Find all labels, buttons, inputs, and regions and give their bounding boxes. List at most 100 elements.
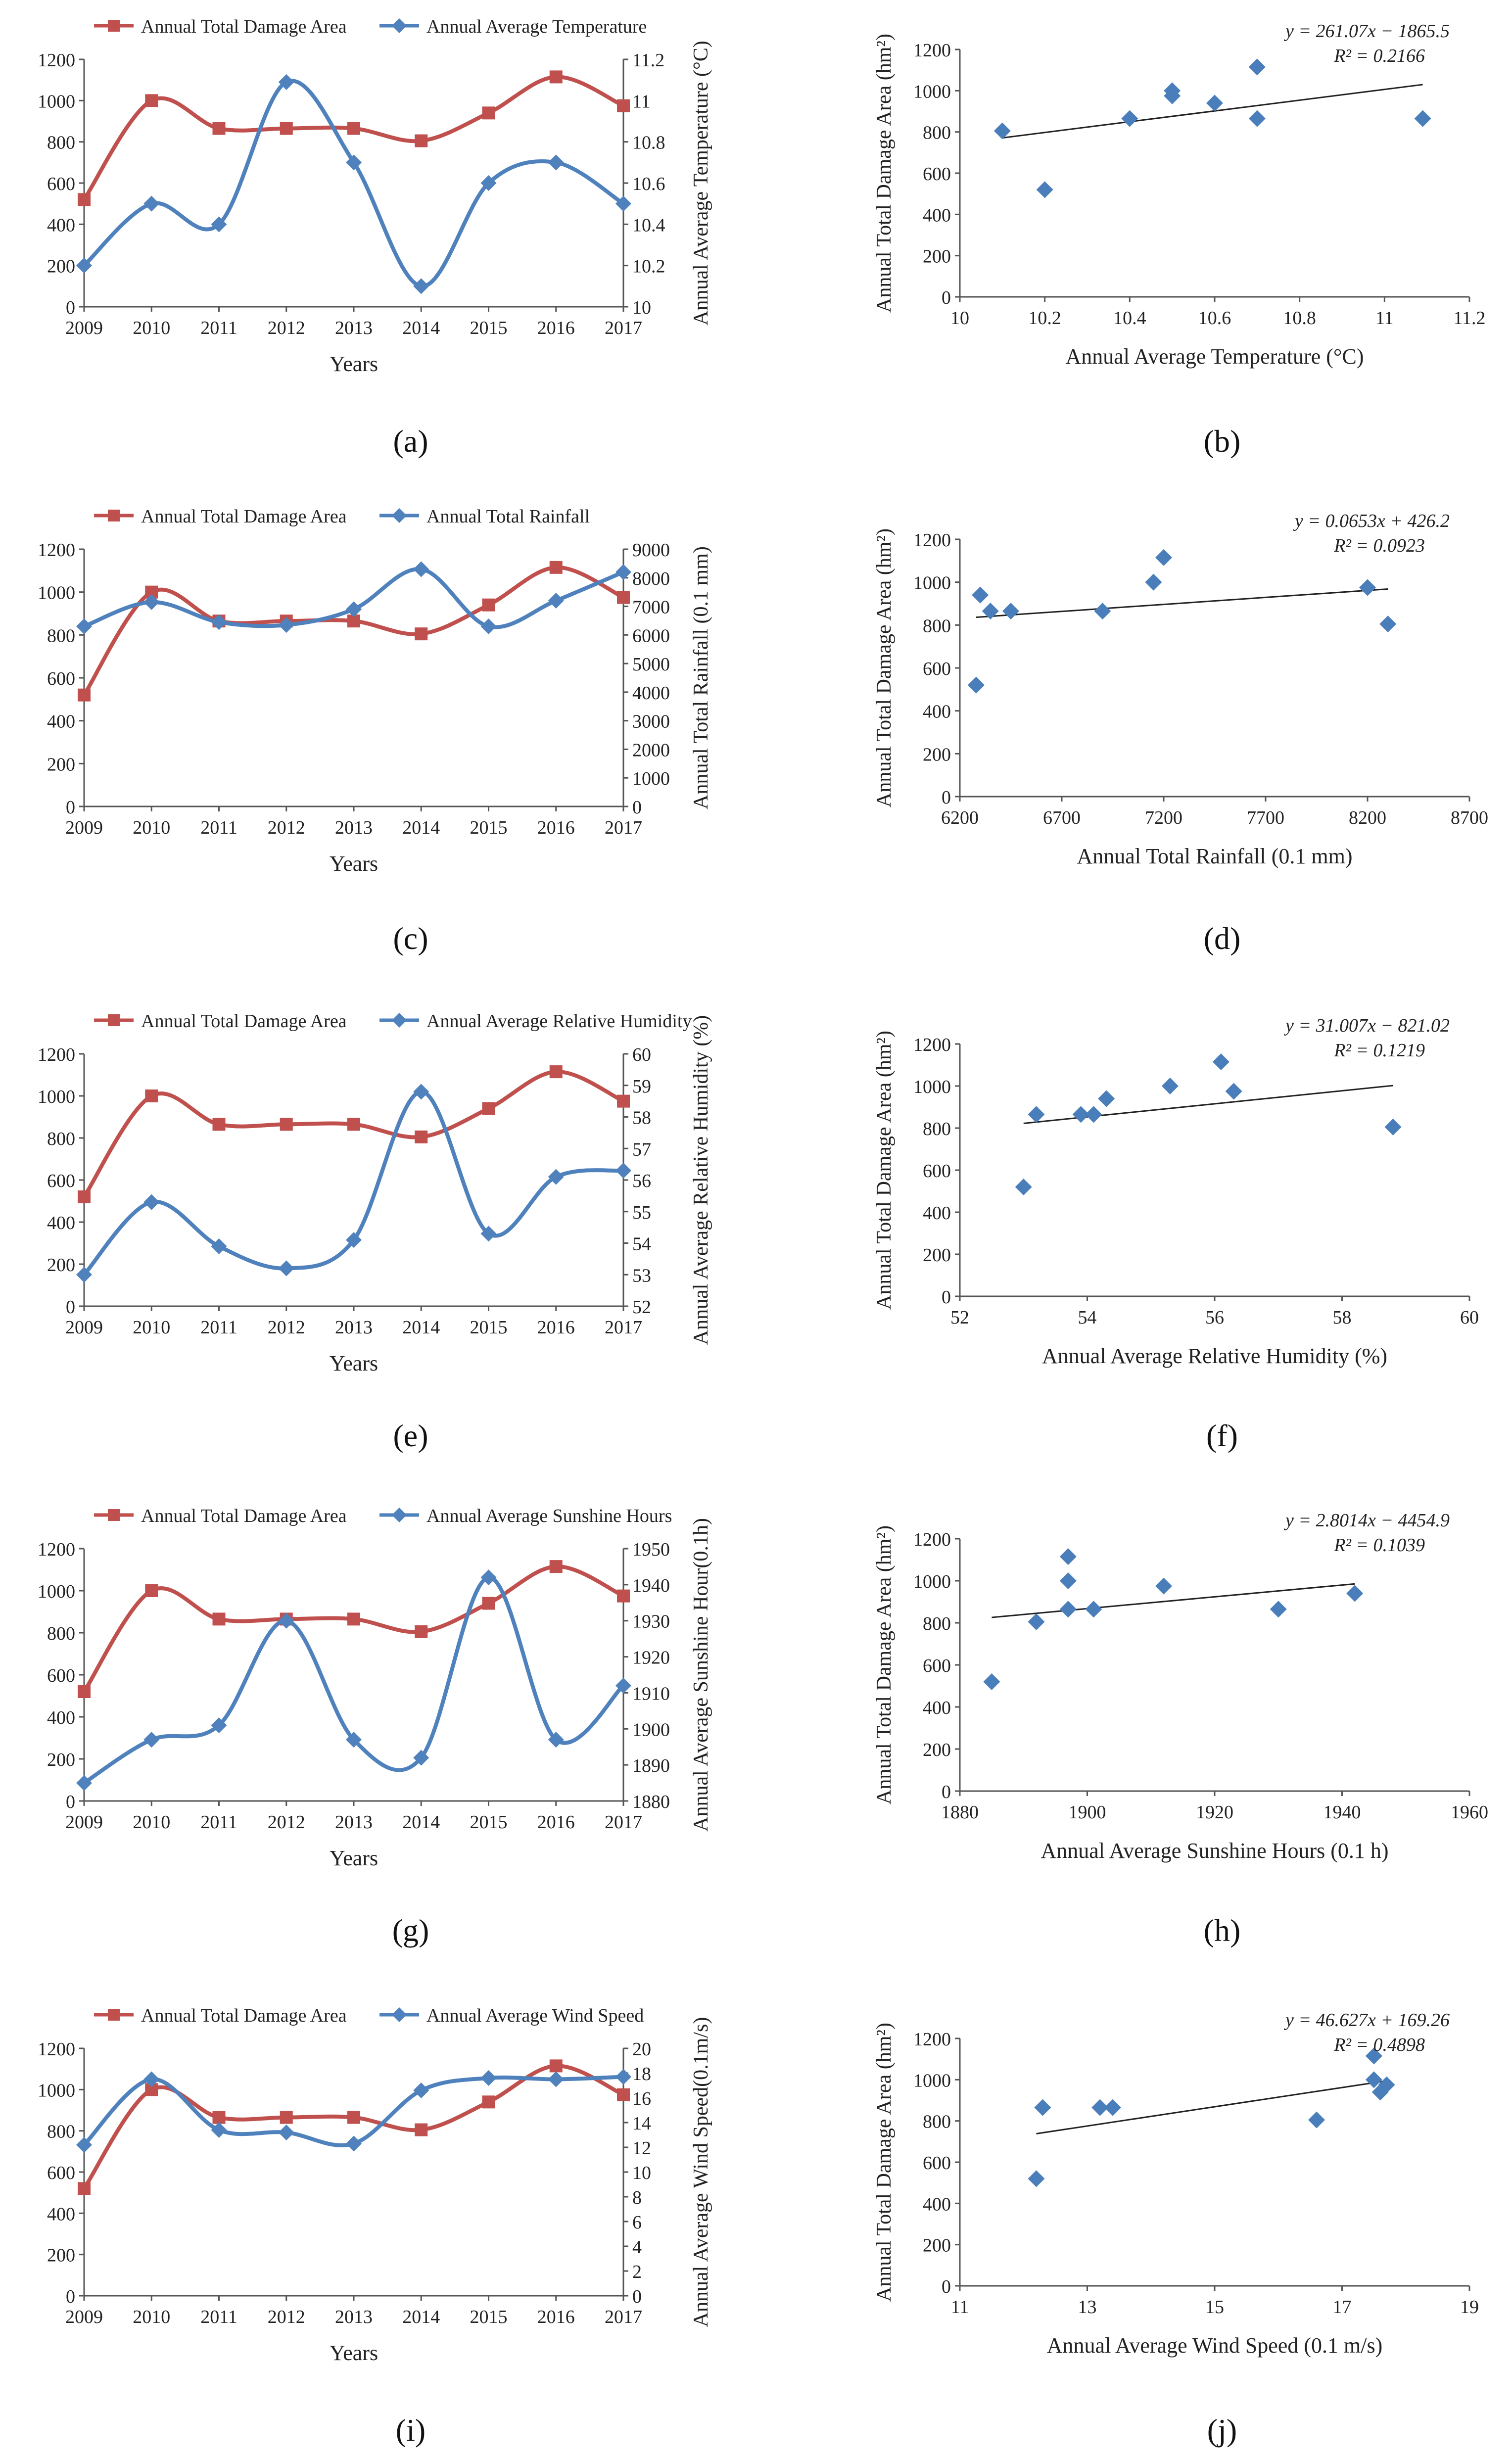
- y-tick-label-right: 0: [632, 797, 642, 818]
- x-tick-label: 1940: [1323, 1802, 1361, 1823]
- data-point-climate: [278, 1612, 294, 1629]
- y-tick-label-right: 53: [632, 1265, 651, 1286]
- legend-marker-diamond: [392, 18, 407, 33]
- x-tick-label: 2013: [335, 1812, 373, 1833]
- data-point-climate: [211, 614, 227, 630]
- scatter-point: [993, 122, 1011, 140]
- x-tick-label: 15: [1205, 2297, 1224, 2318]
- y-tick-label-right: 56: [632, 1171, 651, 1191]
- y-tick-label-right: 1890: [632, 1755, 670, 1776]
- data-point-climate: [278, 617, 294, 633]
- x-tick-label: 2011: [200, 817, 237, 838]
- caption-f: (f): [1206, 1418, 1238, 1453]
- data-point-climate: [548, 1732, 564, 1748]
- y-tick-label-left: 200: [47, 256, 75, 277]
- data-point-climate: [615, 564, 631, 580]
- data-point-climate: [278, 74, 294, 90]
- x-tick-label: 2013: [335, 2307, 373, 2327]
- legend-label: Annual Total Damage Area: [141, 1011, 347, 1032]
- y-tick-label: 1200: [913, 1529, 951, 1550]
- data-point-climate: [346, 1732, 362, 1748]
- scatter-point: [1091, 2099, 1109, 2116]
- y-axis-title: Annual Total Damage Area (hm²): [873, 528, 896, 807]
- trend-r-squared: R² = 0.2166: [1333, 46, 1425, 66]
- data-point-climate: [278, 2125, 294, 2140]
- data-point-damage-area: [617, 591, 630, 604]
- scatter-point: [1098, 1090, 1115, 1107]
- data-point-climate: [548, 1169, 564, 1185]
- data-point-damage-area: [482, 598, 495, 612]
- series-line-climate: [83, 1575, 625, 1785]
- legend-label: Annual Total Damage Area: [141, 16, 347, 37]
- y-axis-title: Annual Total Damage Area (hm²): [873, 1031, 896, 1310]
- chart-j-scatter-windspeed: 0 200 400 600 800 1000 1200 11 13 15 17 19 Annual Av…: [873, 2010, 1479, 2358]
- legend-label: Annual Total Damage Area: [141, 1506, 347, 1526]
- y-tick-label: 400: [923, 1203, 951, 1224]
- data-point-damage-area: [347, 2111, 360, 2124]
- data-point-climate: [76, 1775, 92, 1791]
- y-axis-title: Annual Total Damage Area (hm²): [873, 2023, 896, 2302]
- y-tick-label-left: 800: [47, 1623, 75, 1644]
- y-tick-label: 600: [923, 659, 951, 679]
- y-tick-label-right: 7000: [632, 597, 670, 618]
- series-line-climate: [83, 1089, 624, 1276]
- x-tick-label: 1880: [941, 1802, 979, 1823]
- y-tick-label-left: 1200: [38, 1539, 75, 1560]
- x-tick-label: 10.8: [1283, 308, 1316, 329]
- x-tick-label: 2011: [200, 1317, 237, 1338]
- x-tick-label: 11: [951, 2297, 969, 2318]
- data-point-climate: [480, 1226, 497, 1242]
- x-tick-label: 2014: [402, 817, 440, 838]
- legend-marker-square: [108, 2009, 120, 2021]
- series-line-damage-area: [82, 75, 624, 201]
- y2-axis-title: Annual Average Wind Speed(0.1m/s): [690, 2017, 712, 2327]
- y-tick-label-right: 16: [632, 2088, 651, 2109]
- y-tick-label-right: 8000: [632, 568, 670, 589]
- caption-g: (g): [392, 1913, 429, 1948]
- data-point-damage-area: [347, 1118, 360, 1131]
- x-axis-title: Years: [330, 852, 378, 876]
- data-point-damage-area: [549, 70, 563, 84]
- data-point-climate: [480, 2070, 497, 2086]
- caption-a: (a): [393, 424, 428, 459]
- y-tick-label-right: 11: [632, 91, 651, 112]
- x-tick-label: 56: [1205, 1307, 1224, 1328]
- y-tick-label-right: 1950: [632, 1539, 670, 1560]
- x-tick-label: 2017: [605, 318, 642, 338]
- x-tick-label: 2016: [537, 1812, 575, 1833]
- y-tick-label: 0: [942, 1287, 951, 1308]
- y-tick-label-left: 1200: [38, 2039, 75, 2060]
- y-tick-label-right: 9000: [632, 540, 670, 561]
- x-tick-label: 2012: [268, 1317, 305, 1338]
- scatter-point: [1059, 1572, 1077, 1589]
- trend-r-squared: R² = 0.1039: [1333, 1535, 1425, 1556]
- x-tick-label: 2011: [200, 318, 237, 338]
- y-tick-label: 1200: [913, 2029, 951, 2050]
- x-tick-label: 10.6: [1198, 308, 1231, 329]
- scatter-point: [1164, 82, 1181, 99]
- x-tick-label: 2016: [537, 1317, 575, 1338]
- scatter-point: [1155, 1577, 1172, 1595]
- data-point-damage-area: [212, 1118, 226, 1131]
- scatter-point: [1379, 615, 1397, 633]
- data-point-climate: [413, 561, 429, 577]
- data-point-damage-area: [78, 688, 91, 702]
- scatter-point: [1034, 2099, 1051, 2116]
- y-tick-label: 1000: [913, 81, 951, 102]
- y-tick-label-right: 1910: [632, 1683, 670, 1704]
- scatter-point: [1365, 2047, 1382, 2065]
- caption-i: (i): [395, 2413, 426, 2448]
- data-point-damage-area: [212, 2111, 226, 2124]
- y-tick-label-right: 5000: [632, 654, 670, 675]
- x-tick-label: 2016: [537, 817, 575, 838]
- x-tick-label: 2009: [65, 2307, 103, 2327]
- y-tick-label-right: 10: [632, 2163, 651, 2183]
- data-point-climate: [413, 1084, 429, 1100]
- scatter-point: [1085, 1601, 1102, 1618]
- y-tick-label-left: 800: [47, 1129, 75, 1149]
- scatter-point: [1414, 110, 1431, 127]
- chart-e-line-damage-humidity: 0 200 400 600 800 1000 1200 52 53 54 55 56 57 58 59 60 2…: [38, 1011, 712, 1375]
- x-axis-title: Years: [330, 1351, 378, 1375]
- data-point-damage-area: [415, 1130, 428, 1143]
- data-point-climate: [211, 216, 227, 233]
